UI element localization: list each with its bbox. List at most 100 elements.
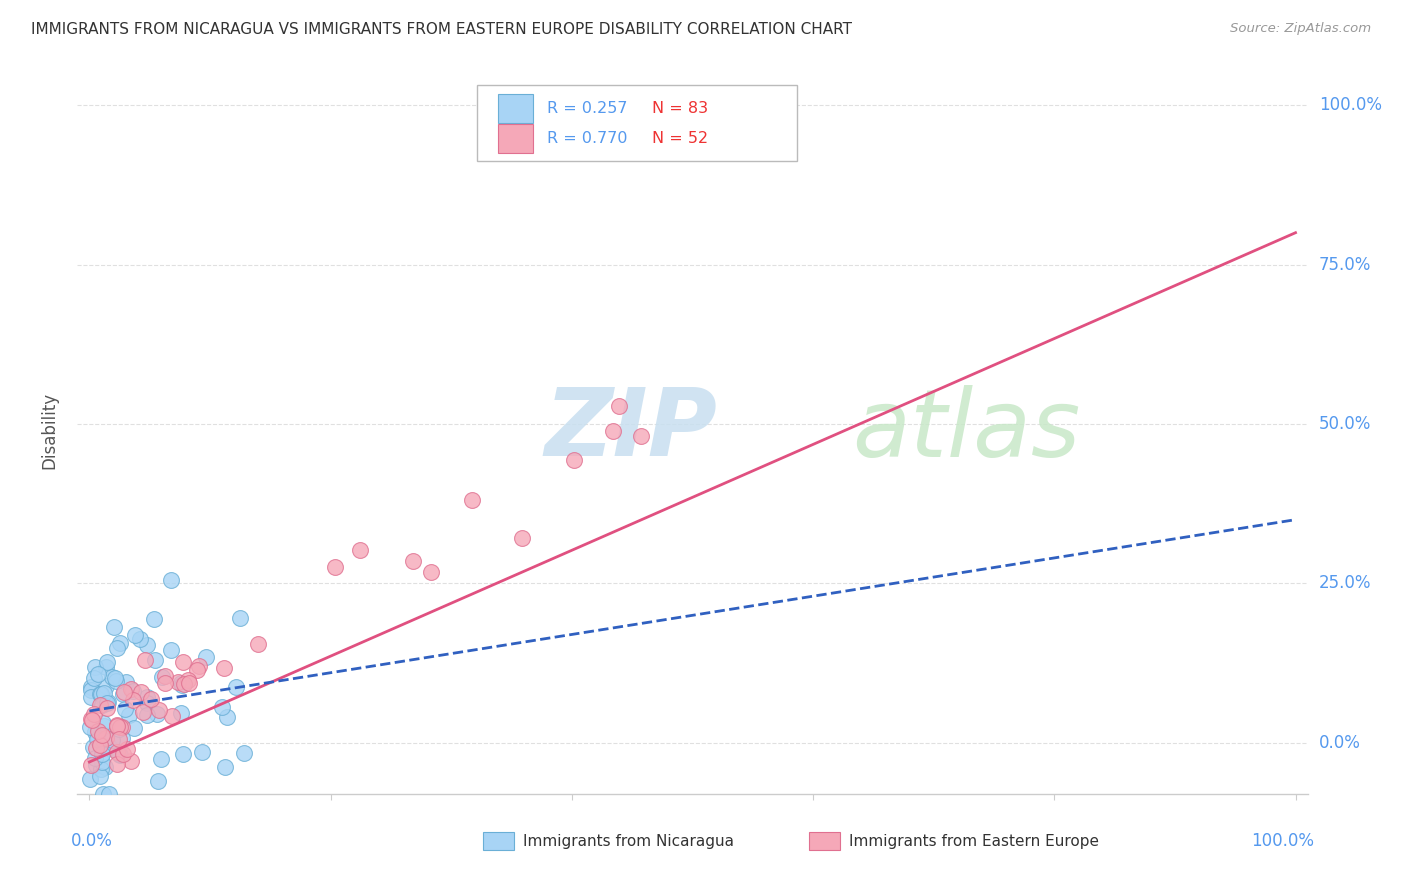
Point [80,690,103,704]
Point [79,720,101,734]
Point [112,747,135,761]
Point [91,728,114,742]
Point [114,701,136,715]
Point [630,429,652,443]
Point [107,731,129,746]
Point [225,681,247,695]
Point [246,637,269,651]
Point [96,660,118,674]
Point [79,772,101,787]
Point [91,787,114,801]
Point [91,755,114,769]
Text: R = 0.770: R = 0.770 [547,131,628,146]
Point [124,628,146,642]
Point [160,709,183,723]
Point [94,695,117,709]
Point [79,757,101,772]
Point [211,700,233,714]
Point [172,747,194,762]
Point [94,728,117,742]
Point [170,678,193,692]
Point [187,659,209,673]
Point [122,721,145,735]
Point [93,760,115,774]
Text: 25.0%: 25.0% [1319,574,1371,592]
Point [233,746,256,760]
Point [105,673,128,688]
Point [91,715,114,730]
Point [84,740,107,755]
Point [82,713,104,727]
Point [83,671,105,685]
Point [103,620,125,634]
Text: N = 83: N = 83 [652,101,709,116]
Point [84,724,107,739]
Point [96,701,118,715]
Point [105,756,128,771]
Text: Immigrants from Eastern Europe: Immigrants from Eastern Europe [849,834,1098,848]
Point [146,773,169,788]
Point [108,722,131,736]
Point [80,680,103,694]
Point [129,632,152,646]
Point [607,399,630,413]
Point [105,640,128,655]
Point [141,691,163,706]
Point [94,731,117,746]
Point [510,532,533,546]
Point [155,669,177,683]
Point [89,698,111,712]
Point [562,453,585,467]
Point [93,730,115,744]
Point [89,739,111,753]
Point [177,673,200,687]
Point [166,675,188,690]
Point [84,758,107,772]
Point [402,554,425,568]
Point [148,703,170,717]
Point [93,719,115,733]
Point [172,656,194,670]
Point [80,712,103,726]
Text: IMMIGRANTS FROM NICARAGUA VS IMMIGRANTS FROM EASTERN EUROPE DISABILITY CORRELATI: IMMIGRANTS FROM NICARAGUA VS IMMIGRANTS … [31,22,852,37]
Point [98,740,121,755]
Point [83,706,105,721]
Point [149,752,172,766]
Text: Source: ZipAtlas.com: Source: ZipAtlas.com [1230,22,1371,36]
Point [87,723,110,738]
Point [602,424,624,438]
Point [97,787,120,801]
Point [91,733,114,747]
Text: ZIP: ZIP [546,384,717,476]
Point [323,559,346,574]
Point [90,763,112,777]
Point [96,696,118,710]
Point [136,690,159,704]
Point [136,696,159,710]
Point [83,751,105,765]
Point [84,659,107,673]
Point [143,652,166,666]
Point [134,653,156,667]
Point [682,98,704,112]
Point [120,681,142,696]
Point [90,741,112,756]
Point [186,664,208,678]
Point [170,675,193,690]
Point [461,492,484,507]
Point [121,692,143,706]
Point [108,747,131,761]
Point [214,760,236,774]
Point [87,667,110,681]
Point [111,731,134,745]
Point [105,719,128,733]
Text: atlas: atlas [852,384,1081,476]
Point [160,573,183,587]
Point [115,674,138,689]
Point [89,769,111,783]
Point [135,638,157,652]
Point [194,650,217,665]
Point [419,565,441,579]
Point [135,707,157,722]
Point [159,643,181,657]
